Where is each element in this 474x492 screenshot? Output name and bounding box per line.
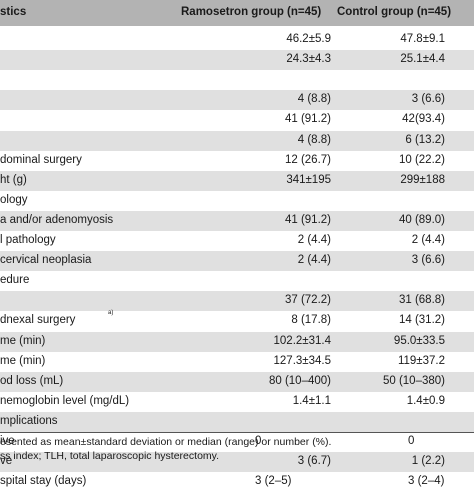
ramosetron-value: 0 — [255, 435, 262, 447]
row-label: ive — [0, 435, 15, 447]
row-label: spital stay (days) — [0, 475, 87, 488]
control-value: 3 (6.6) — [411, 254, 445, 267]
table-footnotes: esented as mean±standard deviation or me… — [0, 435, 474, 463]
control-value: 50 (10–380) — [382, 374, 445, 387]
row-label: mplications — [0, 414, 58, 427]
ramosetron-value: 3 (2–5) — [255, 475, 292, 488]
table-row: me (min) 127.3±34.5 119±37.2 — [0, 352, 474, 372]
control-value: 1 (2.2) — [411, 455, 445, 468]
row-label: l pathology — [0, 234, 56, 246]
table-row: cervical neoplasia 2 (4.4) 3 (6.6) — [0, 251, 474, 272]
control-value: 3 (6.6) — [411, 93, 445, 106]
table-row: l pathology 2 (4.4) 2 (4.4) — [0, 231, 474, 251]
table-row: me (min) 102.2±31.4 95.0±33.5 — [0, 331, 474, 352]
row-label: ve — [0, 455, 13, 468]
ramosetron-value: 12 (26.7) — [284, 153, 331, 166]
ramosetron-value: 127.3±34.5 — [273, 354, 331, 367]
ramosetron-value: 8 (17.8) — [291, 314, 331, 327]
table-row: 24.3±4.3 25.1±4.4 — [0, 50, 474, 71]
table-row: dominal surgery 12 (26.7) 10 (22.2) — [0, 151, 474, 171]
header-control-group: Control group (n=45) — [337, 6, 452, 18]
header-characteristics: stics — [0, 6, 27, 18]
table-row: 4 (8.8) 3 (6.6) — [0, 90, 474, 111]
control-value: 95.0±33.5 — [393, 334, 445, 347]
table-row: dnexal surgery a) 8 (17.8) 14 (31.2) — [0, 310, 445, 327]
table-row: mplications — [0, 411, 474, 432]
table-row: 41 (91.2) 42(93.4) — [0, 110, 474, 130]
ramosetron-value: 46.2±5.9 — [286, 33, 331, 45]
row-label: dominal surgery — [0, 153, 82, 166]
control-value: 42(93.4) — [402, 113, 445, 126]
row-label: me (min) — [0, 354, 46, 367]
control-value: 119±37.2 — [397, 354, 445, 367]
footnote: esented as mean±standard deviation or me… — [0, 436, 332, 448]
control-value: 10 (22.2) — [398, 153, 445, 166]
ramosetron-value: 2 (4.4) — [297, 234, 331, 246]
control-value: 1.4±0.9 — [406, 394, 445, 407]
ramosetron-value: 37 (72.2) — [284, 294, 331, 307]
row-label: cervical neoplasia — [0, 254, 92, 267]
table-row: 46.2±5.9 47.8±9.1 — [0, 30, 474, 50]
table-row: 4 (8.8) 6 (13.2) — [0, 130, 474, 151]
table-row: ology — [0, 191, 474, 211]
table-row: ive 0 0 — [0, 432, 474, 452]
header-ramosetron-group: Ramosetron group (n=45) — [181, 6, 322, 18]
table-row: ve 3 (6.7) 1 (2.2) — [0, 452, 474, 473]
ramosetron-value: 2 (4.4) — [297, 254, 331, 267]
row-label: edure — [0, 274, 30, 287]
table-row: edure — [0, 271, 474, 291]
ramosetron-value: 41 (91.2) — [284, 213, 331, 226]
table-row: nemoglobin level (mg/dL) 1.4±1.1 1.4±0.9 — [0, 392, 474, 412]
control-value: 3 (2–4) — [408, 475, 445, 488]
table-row: spital stay (days) 3 (2–5) 3 (2–4) — [0, 472, 474, 492]
ramosetron-value: 102.2±31.4 — [273, 334, 331, 347]
ramosetron-value: 24.3±4.3 — [286, 53, 331, 66]
row-label: od loss (mL) — [0, 374, 64, 387]
control-value: 6 (13.2) — [405, 133, 445, 146]
ramosetron-value: 4 (8.8) — [297, 133, 331, 146]
control-value: 299±188 — [400, 173, 445, 186]
ramosetron-value: 3 (6.7) — [297, 455, 331, 468]
table-row: 37 (72.2) 31 (68.8) — [0, 291, 474, 312]
ramosetron-value: 1.4±1.1 — [292, 394, 331, 407]
ramosetron-value: 80 (10–400) — [268, 374, 331, 387]
table-row: od loss (mL) 80 (10–400) 50 (10–380) — [0, 371, 474, 392]
control-value: 47.8±9.1 — [400, 33, 445, 45]
row-label: me (min) — [0, 334, 46, 347]
control-value: 0 — [408, 435, 415, 447]
table-row: ht (g) 341±195 299±188 — [0, 170, 474, 191]
control-value: 2 (4.4) — [411, 234, 445, 246]
row-label: dnexal surgery — [0, 314, 76, 327]
control-value: 14 (31.2) — [398, 314, 445, 327]
row-label: ology — [0, 193, 28, 206]
footnote: ss index; TLH, total laparoscopic hyster… — [0, 450, 220, 462]
row-label: a and/or adenomyosis — [0, 213, 114, 226]
table-header: stics Ramosetron group (n=45) Control gr… — [0, 0, 474, 26]
table-bottom-rule — [0, 432, 474, 433]
row-label: nemoglobin level (mg/dL) — [0, 394, 130, 407]
table-row: a and/or adenomyosis 41 (91.2) 40 (89.0) — [0, 210, 474, 231]
control-value: 40 (89.0) — [398, 213, 445, 226]
ramosetron-value: 341±195 — [286, 173, 331, 186]
ramosetron-value: 4 (8.8) — [297, 93, 331, 106]
row-label: ht (g) — [0, 173, 27, 186]
table-row — [0, 70, 474, 90]
control-value: 31 (68.8) — [398, 294, 445, 307]
ramosetron-value: 41 (91.2) — [284, 113, 331, 126]
control-value: 25.1±4.4 — [400, 53, 445, 66]
